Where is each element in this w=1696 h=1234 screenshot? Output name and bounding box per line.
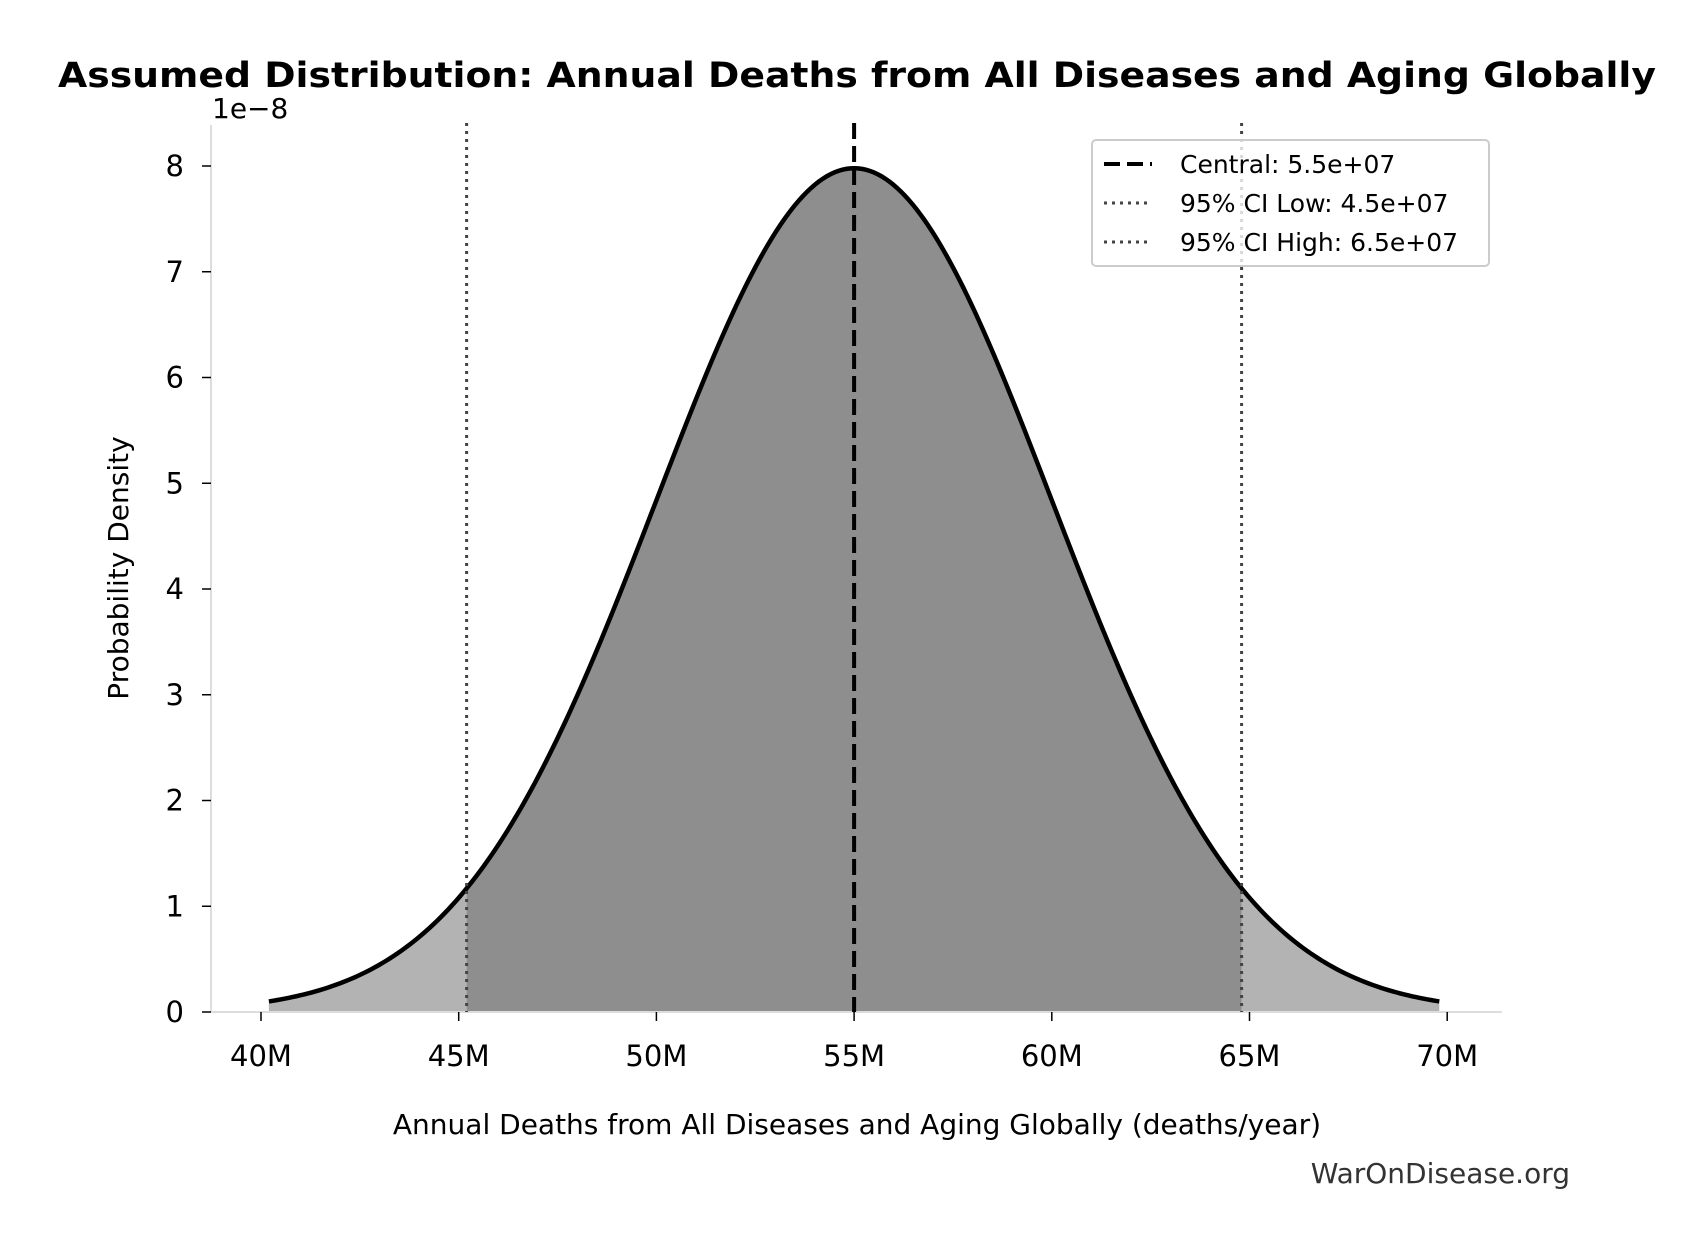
- legend-label: 95% CI Low: 4.5e+07: [1180, 189, 1448, 218]
- y-axis-ticks: 0 1 2 3 4 5 6 7 8: [166, 149, 211, 1029]
- x-tick-label: 70M: [1416, 1039, 1478, 1073]
- legend-label: 95% CI High: 6.5e+07: [1180, 228, 1458, 257]
- left-tail-fill: [268, 888, 467, 1012]
- x-tick-label: 65M: [1219, 1039, 1281, 1073]
- x-axis-ticks: 40M 45M 50M 55M 60M 65M 70M: [230, 1012, 1478, 1073]
- y-axis-label: Probability Density: [102, 436, 135, 699]
- x-tick-label: 40M: [230, 1039, 292, 1073]
- x-tick-label: 45M: [428, 1039, 490, 1073]
- legend-label: Central: 5.5e+07: [1180, 150, 1395, 179]
- plot-area: [210, 123, 1502, 1013]
- right-tail-fill: [1241, 888, 1440, 1012]
- y-tick-label: 1: [166, 889, 184, 923]
- watermark: WarOnDisease.org: [1311, 1157, 1570, 1190]
- y-tick-label: 5: [166, 466, 184, 500]
- density-curve: [268, 165, 1440, 1004]
- legend: Central: 5.5e+07 95% CI Low: 4.5e+07 95% C…: [1091, 139, 1490, 267]
- y-tick-label: 8: [166, 149, 184, 183]
- y-tick-label: 0: [166, 995, 184, 1029]
- y-tick-label: 3: [166, 678, 184, 712]
- x-axis-label: Annual Deaths from All Diseases and Agin…: [393, 1108, 1321, 1141]
- y-tick-label: 4: [166, 572, 184, 606]
- y-tick-label: 6: [166, 361, 184, 395]
- chart-title: Assumed Distribution: Annual Deaths from…: [58, 56, 1656, 96]
- x-tick-label: 55M: [823, 1039, 885, 1073]
- y-offset-label: 1e−8: [212, 92, 288, 125]
- x-tick-label: 50M: [625, 1039, 687, 1073]
- y-tick-label: 2: [166, 784, 184, 818]
- legend-box: [1091, 139, 1490, 267]
- y-tick-label: 7: [166, 255, 184, 289]
- x-tick-label: 60M: [1021, 1039, 1083, 1073]
